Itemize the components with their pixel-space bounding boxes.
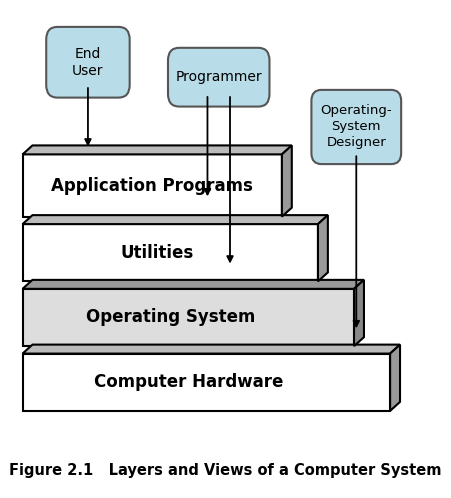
Polygon shape: [354, 280, 364, 346]
Bar: [23, 224, 318, 281]
Polygon shape: [23, 345, 400, 354]
Text: Figure 2.1   Layers and Views of a Computer System: Figure 2.1 Layers and Views of a Compute…: [9, 463, 442, 478]
FancyBboxPatch shape: [168, 48, 269, 107]
Text: End
User: End User: [72, 47, 104, 78]
Text: Utilities: Utilities: [120, 244, 193, 262]
Polygon shape: [390, 345, 400, 411]
Bar: [23, 289, 354, 346]
Bar: [23, 154, 282, 217]
Polygon shape: [318, 215, 328, 281]
Polygon shape: [23, 215, 328, 224]
FancyBboxPatch shape: [311, 90, 401, 164]
Polygon shape: [282, 145, 292, 217]
Text: Operating System: Operating System: [86, 308, 255, 327]
Polygon shape: [23, 145, 292, 154]
Bar: [23, 354, 390, 411]
Text: Computer Hardware: Computer Hardware: [94, 373, 283, 391]
Text: Programmer: Programmer: [175, 70, 262, 84]
Text: Application Programs: Application Programs: [51, 176, 253, 195]
Text: Operating-
System
Designer: Operating- System Designer: [321, 105, 392, 149]
Polygon shape: [23, 280, 364, 289]
FancyBboxPatch shape: [46, 27, 130, 98]
